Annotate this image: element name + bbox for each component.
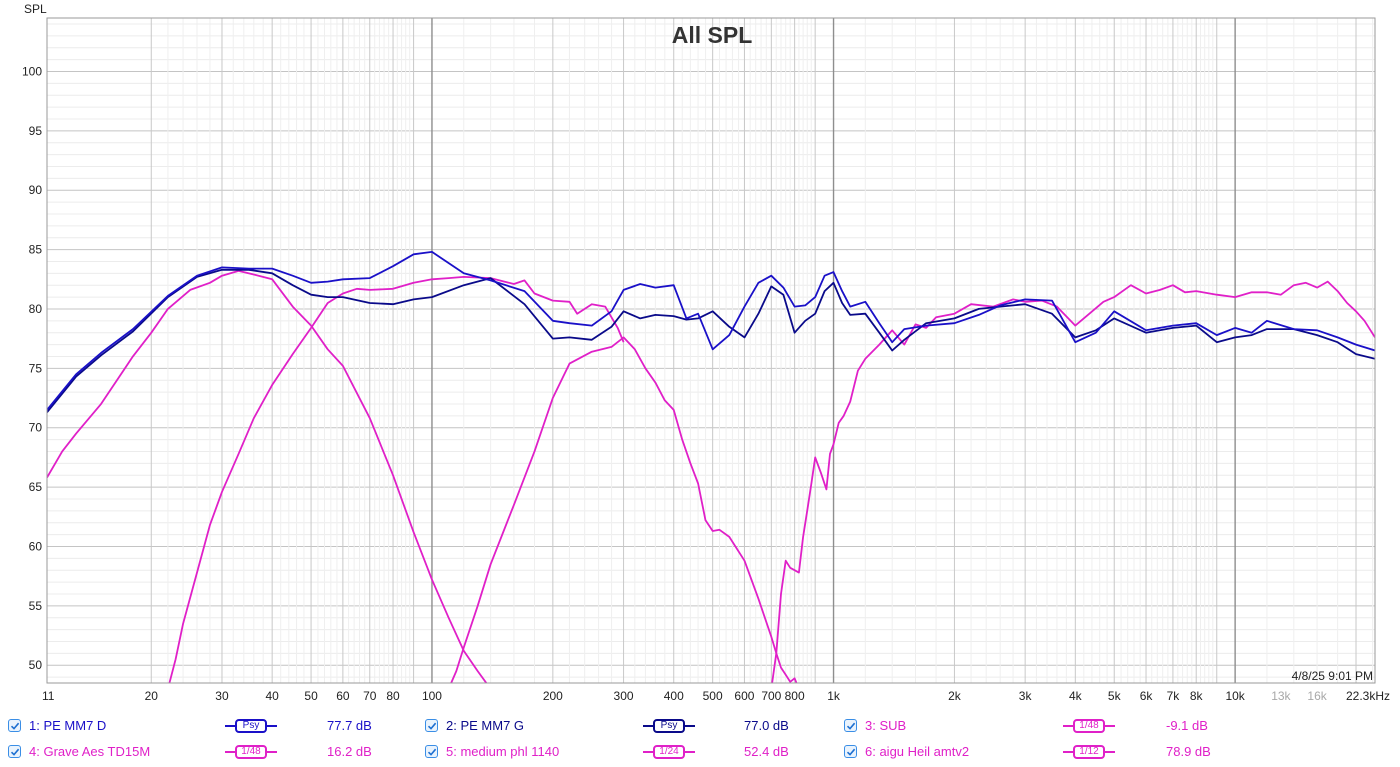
x-tick-label: 80 <box>386 689 400 703</box>
checkbox-icon[interactable] <box>8 745 21 758</box>
smoothing-control[interactable]: 1/24 <box>643 745 695 759</box>
smoothing-label: 1/24 <box>653 745 685 759</box>
x-tick-label: 13k <box>1271 689 1291 703</box>
legend-row-2: 4: Grave Aes TD15M 1/48 16.2 dB 5: mediu… <box>0 741 1400 763</box>
series-line-5 <box>450 336 798 683</box>
series-line-4 <box>168 276 625 683</box>
legend-label[interactable]: 3: SUB <box>865 718 907 733</box>
legend-value: -9.1 dB <box>1166 718 1208 733</box>
curves <box>47 251 1375 683</box>
x-tick-label: 200 <box>543 689 563 703</box>
x-tick-label: 100 <box>422 689 442 703</box>
x-tick-label: 10k <box>1225 689 1245 703</box>
series-line-3 <box>47 270 488 683</box>
smoothing-control[interactable]: 1/48 <box>1063 719 1115 733</box>
legend-value: 16.2 dB <box>327 744 372 759</box>
series-line-1 <box>47 251 1375 411</box>
x-tick-label: 20 <box>145 689 159 703</box>
x-tick-label: 30 <box>215 689 229 703</box>
checkbox-icon[interactable] <box>425 745 438 758</box>
y-tick-label: 65 <box>29 480 43 494</box>
x-tick-label: 7k <box>1167 689 1181 703</box>
x-tick-label: 5k <box>1108 689 1122 703</box>
smoothing-label: Psy <box>235 719 267 733</box>
x-axis-ticks: 11 20 30 40 50 60 70 80 100 200 300 400 500 600 700 800… <box>42 689 1328 703</box>
x-tick-label: 3k <box>1019 689 1033 703</box>
x-tick-label: 1k <box>827 689 841 703</box>
smoothing-control[interactable]: Psy <box>225 719 277 733</box>
y-axis-ticks: 50 55 60 65 70 75 80 85 90 95 100 <box>22 64 42 672</box>
x-tick-label: 300 <box>614 689 634 703</box>
plot-background <box>47 18 1375 683</box>
x-tick-label: 11 <box>42 689 55 703</box>
x-tick-label: 400 <box>664 689 684 703</box>
x-tick-label: 2k <box>948 689 962 703</box>
x-tick-label: 700 <box>761 689 781 703</box>
y-tick-label: 80 <box>29 302 43 316</box>
y-tick-label: 95 <box>29 124 43 138</box>
legend-value: 77.0 dB <box>744 718 789 733</box>
legend-label[interactable]: 6: aigu Heil amtv2 <box>865 744 970 759</box>
x-tick-label: 16k <box>1307 689 1327 703</box>
checkbox-icon[interactable] <box>425 719 438 732</box>
x-tick-label: 8k <box>1190 689 1204 703</box>
series-line-2 <box>47 268 1375 413</box>
checkbox-icon[interactable] <box>844 719 857 732</box>
smoothing-label: 1/48 <box>1073 719 1105 733</box>
x-tick-label: 70 <box>363 689 377 703</box>
legend-value: 78.9 dB <box>1166 744 1211 759</box>
x-tick-label: 600 <box>734 689 754 703</box>
y-tick-label: 100 <box>22 64 42 78</box>
checkbox-icon[interactable] <box>8 719 21 732</box>
y-tick-label: 60 <box>29 539 43 553</box>
x-tick-label: 800 <box>785 689 805 703</box>
legend-label[interactable]: 4: Grave Aes TD15M <box>29 744 151 759</box>
smoothing-control[interactable]: Psy <box>643 719 695 733</box>
x-tick-label: 500 <box>703 689 723 703</box>
smoothing-control[interactable]: 1/48 <box>225 745 277 759</box>
y-tick-label: 90 <box>29 183 43 197</box>
y-tick-label: 85 <box>29 243 43 257</box>
checkbox-icon[interactable] <box>844 745 857 758</box>
y-tick-label: 50 <box>29 658 43 672</box>
smoothing-control[interactable]: 1/12 <box>1063 745 1115 759</box>
grid <box>47 18 1375 683</box>
legend-label[interactable]: 1: PE MM7 D <box>29 718 107 733</box>
y-axis-label: SPL <box>24 2 47 16</box>
legend-row-1: 1: PE MM7 D Psy 77.7 dB 2: PE MM7 G Psy … <box>0 715 1400 737</box>
legend: 1: PE MM7 D Psy 77.7 dB 2: PE MM7 G Psy … <box>0 712 1400 767</box>
x-tick-label: 40 <box>265 689 279 703</box>
y-tick-label: 70 <box>29 421 43 435</box>
smoothing-label: Psy <box>653 719 685 733</box>
x-tick-label: 60 <box>336 689 350 703</box>
x-tick-label: 6k <box>1140 689 1154 703</box>
timestamp: 4/8/25 9:01 PM <box>1292 669 1373 683</box>
legend-value: 52.4 dB <box>744 744 789 759</box>
y-tick-label: 75 <box>29 361 43 375</box>
x-tick-label: 50 <box>304 689 318 703</box>
legend-value: 77.7 dB <box>327 718 372 733</box>
chart-title: All SPL <box>672 22 753 48</box>
legend-label[interactable]: 2: PE MM7 G <box>446 718 525 733</box>
y-tick-label: 55 <box>29 599 43 613</box>
x-axis-end-label: 22.3kHz <box>1346 689 1390 703</box>
x-tick-label: 4k <box>1069 689 1083 703</box>
smoothing-label: 1/48 <box>235 745 267 759</box>
plot-frame <box>46 17 1376 684</box>
legend-label[interactable]: 5: medium phl 1140 <box>446 744 560 759</box>
smoothing-label: 1/12 <box>1073 745 1105 759</box>
spl-chart: SPL All SPL 4/8/25 9:01 PM 50 55 60 65 70 75 8… <box>22 2 1390 703</box>
